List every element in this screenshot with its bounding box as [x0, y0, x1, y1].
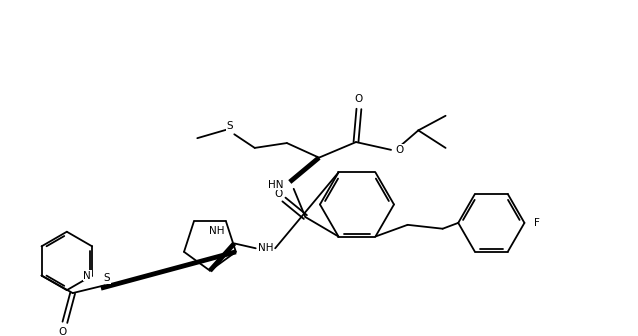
Text: O: O: [355, 94, 363, 104]
Text: S: S: [226, 121, 233, 130]
Text: NH: NH: [209, 226, 224, 236]
Text: O: O: [59, 327, 67, 336]
Text: F: F: [534, 218, 540, 228]
Text: NH: NH: [258, 243, 273, 253]
Text: O: O: [395, 145, 403, 155]
Text: HN: HN: [269, 180, 284, 190]
Text: O: O: [274, 189, 282, 199]
Text: S: S: [103, 274, 110, 284]
Text: N: N: [84, 270, 91, 281]
